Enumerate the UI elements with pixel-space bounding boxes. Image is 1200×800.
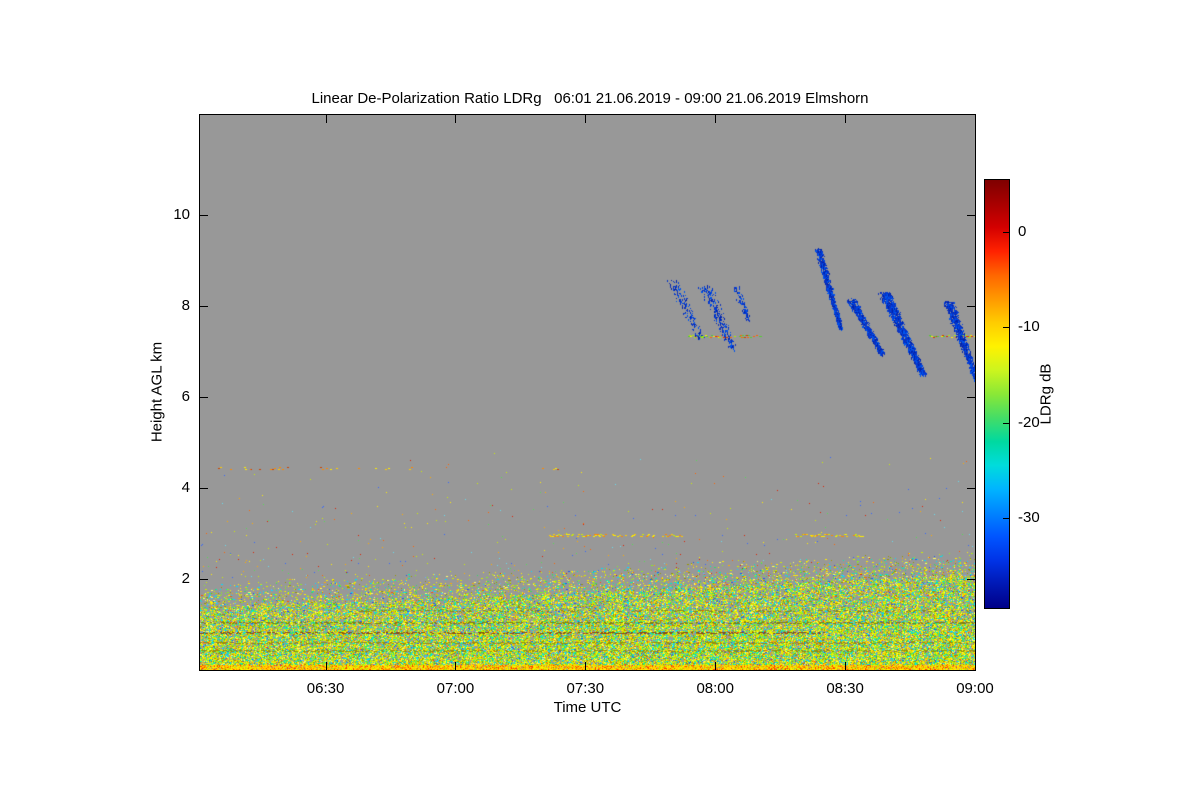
colorbar-tick-mark <box>1003 422 1009 424</box>
y-tick-mark <box>967 306 975 308</box>
x-tick-label: 07:30 <box>566 680 605 697</box>
x-tick-mark <box>845 115 847 123</box>
x-tick-mark <box>585 115 587 123</box>
x-tick-label: 07:00 <box>436 680 475 697</box>
x-axis-label: Time UTC <box>553 699 622 716</box>
y-tick-label: 4 <box>181 479 190 497</box>
x-tick-mark <box>715 115 717 123</box>
y-tick-label: 2 <box>181 570 190 588</box>
y-tick-mark <box>200 215 208 217</box>
y-tick-label: 10 <box>173 206 190 224</box>
y-tick-mark <box>967 579 975 581</box>
y-tick-mark <box>200 306 208 308</box>
colorbar-gradient <box>985 180 1009 608</box>
y-tick-mark <box>200 397 208 399</box>
x-tick-mark <box>975 662 976 670</box>
x-tick-label: 06:30 <box>306 680 345 697</box>
y-tick-mark <box>200 579 208 581</box>
x-tick-mark <box>585 662 587 670</box>
colorbar-tick-label: -20 <box>1018 413 1040 431</box>
colorbar <box>984 179 1010 609</box>
y-tick-mark <box>967 215 975 217</box>
x-tick-label: 09:00 <box>956 680 994 697</box>
colorbar-tick-label: -10 <box>1018 318 1040 336</box>
y-tick-label: 8 <box>181 297 190 315</box>
colorbar-tick-label: 0 <box>1018 223 1027 241</box>
y-tick-label: 6 <box>181 388 190 406</box>
x-tick-mark <box>325 662 327 670</box>
x-tick-mark <box>325 115 327 123</box>
chart-title: Linear De-Polarization Ratio LDRg 06:01 … <box>311 90 869 107</box>
x-tick-label: 08:30 <box>826 680 864 697</box>
x-tick-mark <box>455 662 457 670</box>
colorbar-tick-mark <box>1003 517 1009 519</box>
x-tick-mark <box>975 115 976 123</box>
colorbar-tick-mark <box>1003 232 1009 234</box>
heatmap-canvas <box>200 115 975 670</box>
colorbar-label: LDRg dB <box>1037 363 1055 425</box>
y-tick-mark <box>967 488 975 490</box>
y-tick-mark <box>967 397 975 399</box>
y-tick-mark <box>200 488 208 490</box>
colorbar-tick-mark <box>1003 327 1009 329</box>
colorbar-tick-label: -30 <box>1018 508 1040 526</box>
x-tick-mark <box>715 662 717 670</box>
x-tick-label: 08:00 <box>696 680 734 697</box>
x-tick-mark <box>455 115 457 123</box>
x-tick-mark <box>845 662 847 670</box>
